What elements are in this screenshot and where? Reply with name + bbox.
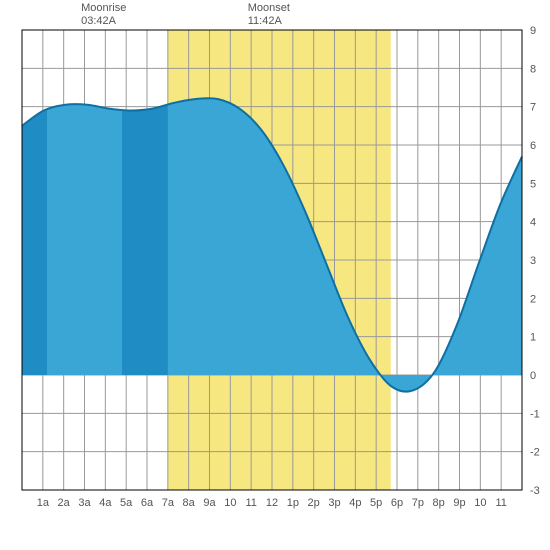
svg-text:5a: 5a — [120, 497, 133, 509]
svg-text:7p: 7p — [412, 497, 424, 509]
svg-text:3: 3 — [530, 255, 536, 267]
svg-text:6: 6 — [530, 140, 536, 152]
svg-text:4a: 4a — [99, 497, 112, 509]
moonset-time: 11:42A — [248, 15, 290, 28]
svg-text:-3: -3 — [530, 485, 540, 497]
moonrise-title: Moonrise — [81, 2, 126, 15]
svg-text:-1: -1 — [530, 408, 540, 420]
moonrise-label: Moonrise 03:42A — [81, 2, 126, 28]
svg-text:8p: 8p — [433, 497, 445, 509]
svg-text:5: 5 — [530, 178, 536, 190]
svg-text:9p: 9p — [453, 497, 465, 509]
svg-text:7: 7 — [530, 102, 536, 114]
svg-text:8: 8 — [530, 63, 536, 75]
svg-text:11: 11 — [245, 497, 256, 509]
svg-text:6p: 6p — [391, 497, 403, 509]
svg-text:2a: 2a — [58, 497, 71, 509]
svg-text:9a: 9a — [203, 497, 216, 509]
svg-text:1p: 1p — [287, 497, 299, 509]
moonrise-time: 03:42A — [81, 15, 126, 28]
svg-text:8a: 8a — [183, 497, 196, 509]
svg-text:11: 11 — [495, 497, 506, 509]
tide-chart: -3-2-101234567891a2a3a4a5a6a7a8a9a101112… — [0, 0, 550, 550]
svg-text:9: 9 — [530, 25, 536, 37]
svg-text:7a: 7a — [162, 497, 175, 509]
svg-text:12: 12 — [266, 497, 278, 509]
svg-text:2p: 2p — [308, 497, 320, 509]
svg-text:6a: 6a — [141, 497, 154, 509]
svg-text:10: 10 — [474, 497, 486, 509]
svg-text:1a: 1a — [37, 497, 50, 509]
svg-text:2: 2 — [530, 293, 536, 305]
svg-text:-2: -2 — [530, 447, 540, 459]
svg-text:4: 4 — [530, 217, 536, 229]
moonset-label: Moonset 11:42A — [248, 2, 290, 28]
moonset-title: Moonset — [248, 2, 290, 15]
svg-text:3p: 3p — [328, 497, 340, 509]
chart-canvas: -3-2-101234567891a2a3a4a5a6a7a8a9a101112… — [0, 0, 550, 550]
svg-text:10: 10 — [224, 497, 236, 509]
svg-text:0: 0 — [530, 370, 536, 382]
svg-text:3a: 3a — [78, 497, 91, 509]
svg-text:4p: 4p — [349, 497, 361, 509]
svg-text:1: 1 — [530, 332, 536, 344]
svg-text:5p: 5p — [370, 497, 382, 509]
